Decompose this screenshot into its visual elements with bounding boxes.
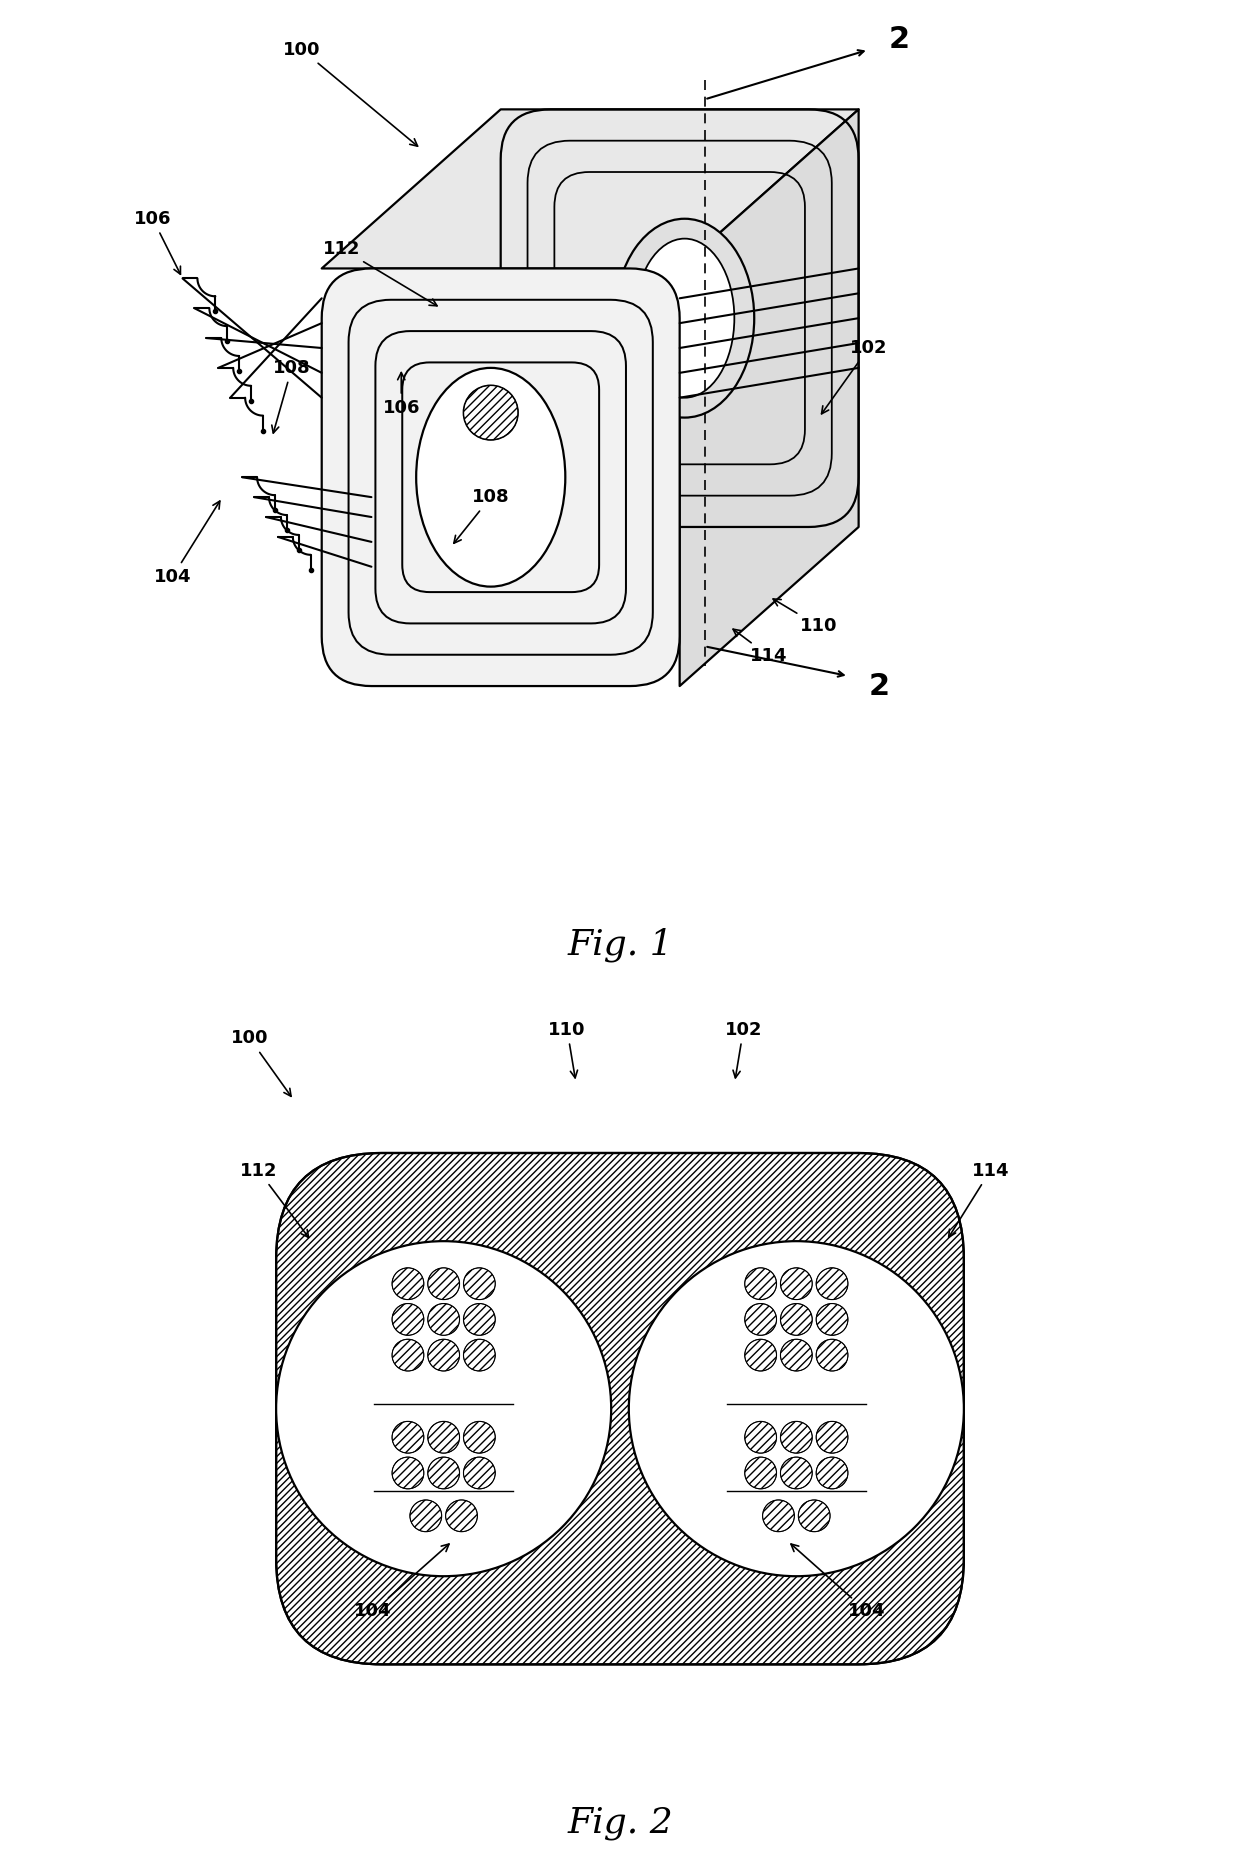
Circle shape (392, 1304, 424, 1336)
Circle shape (745, 1422, 776, 1454)
Circle shape (816, 1339, 848, 1371)
Text: 106: 106 (134, 210, 181, 274)
Circle shape (464, 1268, 495, 1300)
Text: 2: 2 (868, 672, 889, 700)
Circle shape (816, 1458, 848, 1490)
Text: Fig. 1: Fig. 1 (567, 927, 673, 962)
Ellipse shape (417, 368, 565, 587)
Circle shape (763, 1501, 795, 1531)
Text: 112: 112 (322, 240, 436, 306)
Polygon shape (680, 109, 858, 687)
Text: 108: 108 (272, 358, 311, 433)
Text: Fig. 2: Fig. 2 (567, 1807, 673, 1840)
Text: 104: 104 (791, 1544, 885, 1621)
Circle shape (780, 1304, 812, 1336)
Text: 110: 110 (773, 598, 837, 636)
Circle shape (445, 1501, 477, 1531)
Circle shape (745, 1268, 776, 1300)
Text: 2: 2 (888, 24, 910, 54)
Circle shape (464, 1422, 495, 1454)
Polygon shape (321, 109, 858, 268)
Ellipse shape (615, 219, 754, 418)
Text: 100: 100 (283, 41, 418, 146)
Circle shape (428, 1268, 460, 1300)
Text: 112: 112 (239, 1161, 309, 1238)
Circle shape (745, 1304, 776, 1336)
Circle shape (464, 1339, 495, 1371)
Text: 114: 114 (733, 628, 787, 666)
FancyBboxPatch shape (321, 268, 680, 687)
Circle shape (799, 1501, 830, 1531)
Text: 104: 104 (355, 1544, 449, 1621)
Circle shape (816, 1422, 848, 1454)
Circle shape (745, 1458, 776, 1490)
Circle shape (464, 1304, 495, 1336)
Text: 104: 104 (154, 501, 219, 585)
Circle shape (428, 1304, 460, 1336)
Circle shape (780, 1422, 812, 1454)
Circle shape (392, 1458, 424, 1490)
Circle shape (816, 1304, 848, 1336)
Text: 102: 102 (724, 1021, 763, 1079)
Circle shape (428, 1339, 460, 1371)
Text: 114: 114 (949, 1161, 1009, 1238)
Circle shape (745, 1339, 776, 1371)
Circle shape (629, 1242, 963, 1576)
Circle shape (780, 1268, 812, 1300)
Text: 110: 110 (548, 1021, 585, 1079)
Circle shape (780, 1339, 812, 1371)
Circle shape (428, 1422, 460, 1454)
Circle shape (392, 1268, 424, 1300)
Circle shape (780, 1458, 812, 1490)
Circle shape (428, 1458, 460, 1490)
Circle shape (410, 1501, 441, 1531)
Circle shape (464, 1458, 495, 1490)
Text: 100: 100 (231, 1030, 291, 1096)
Circle shape (816, 1268, 848, 1300)
FancyBboxPatch shape (277, 1154, 963, 1664)
Circle shape (277, 1242, 611, 1576)
Ellipse shape (635, 238, 734, 398)
Ellipse shape (464, 385, 518, 441)
Circle shape (392, 1422, 424, 1454)
Text: 102: 102 (822, 340, 888, 415)
Text: 108: 108 (454, 488, 510, 544)
Text: 106: 106 (382, 373, 420, 416)
Circle shape (392, 1339, 424, 1371)
